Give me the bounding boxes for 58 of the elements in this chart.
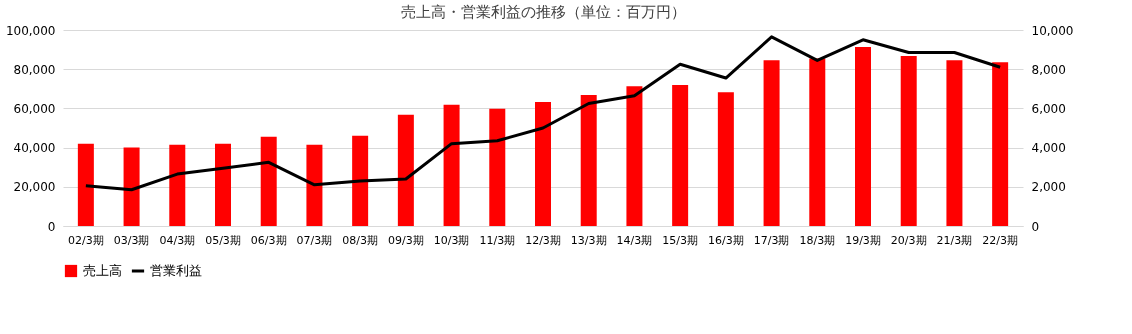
y-tick-label: 40,000 <box>13 141 56 156</box>
bar <box>352 135 369 226</box>
legend-label: 営業利益 <box>150 263 202 278</box>
bar <box>672 84 689 226</box>
bar <box>900 56 917 226</box>
x-tick-label: 22/3期 <box>982 233 1018 247</box>
bar <box>215 143 231 226</box>
bar <box>260 136 277 226</box>
x-tick-label: 11/3期 <box>479 233 516 247</box>
y-tick-label: 80,000 <box>13 62 56 77</box>
x-tick-label: 12/3期 <box>525 233 561 247</box>
y2-tick-label: 4,000 <box>1031 141 1066 156</box>
y-tick-label: 60,000 <box>13 101 56 116</box>
bar <box>626 86 643 226</box>
x-tick-label: 16/3期 <box>708 233 744 247</box>
bar <box>77 143 94 226</box>
x-tick-label: 19/3期 <box>845 233 881 247</box>
x-tick-label: 05/3期 <box>205 233 241 247</box>
bar <box>855 47 871 226</box>
bar <box>763 60 780 226</box>
x-tick-label: 02/3期 <box>68 233 104 247</box>
bar <box>123 147 140 226</box>
bar <box>397 114 414 226</box>
bar <box>946 60 963 226</box>
x-tick-label: 18/3期 <box>799 233 836 247</box>
line-series <box>84 35 1002 192</box>
x-tick-label: 20/3期 <box>890 233 927 247</box>
bar <box>535 101 551 226</box>
x-tick-label: 04/3期 <box>159 233 196 247</box>
y-tick-label: 20,000 <box>13 180 56 195</box>
x-tick-label: 09/3期 <box>388 233 424 247</box>
y2-tick-label: 2,000 <box>1031 180 1066 195</box>
bar <box>717 92 734 226</box>
x-tick-label: 13/3期 <box>570 233 607 247</box>
x-tick-label: 14/3期 <box>616 233 653 247</box>
bar <box>169 144 186 226</box>
y2-tick-label: 10,000 <box>1031 23 1074 38</box>
y2-tick-label: 6,000 <box>1031 101 1066 116</box>
y2-tick-label: 8,000 <box>1031 62 1066 77</box>
bar <box>489 108 506 226</box>
y-tick-label: 100,000 <box>5 23 56 38</box>
chart-title: 売上高・営業利益の推移（単位：百万円） <box>400 3 686 21</box>
bar <box>580 95 597 226</box>
y-tick-label: 0 <box>47 219 56 234</box>
x-tick-label: 07/3期 <box>296 233 333 247</box>
x-tick-label: 10/3期 <box>433 233 470 247</box>
bar <box>809 58 826 226</box>
y2-tick-label: 0 <box>1031 219 1040 234</box>
x-tick-label: 17/3期 <box>753 233 790 247</box>
x-tick-label: 15/3期 <box>662 233 698 247</box>
x-tick-label: 03/3期 <box>113 233 150 247</box>
x-tick-label: 06/3期 <box>250 233 287 247</box>
x-tick-label: 21/3期 <box>936 233 973 247</box>
bar <box>992 62 1009 226</box>
bar <box>306 144 323 226</box>
x-tick-label: 08/3期 <box>342 233 378 247</box>
legend-label: 売上高 <box>83 263 122 278</box>
bar <box>443 104 460 226</box>
